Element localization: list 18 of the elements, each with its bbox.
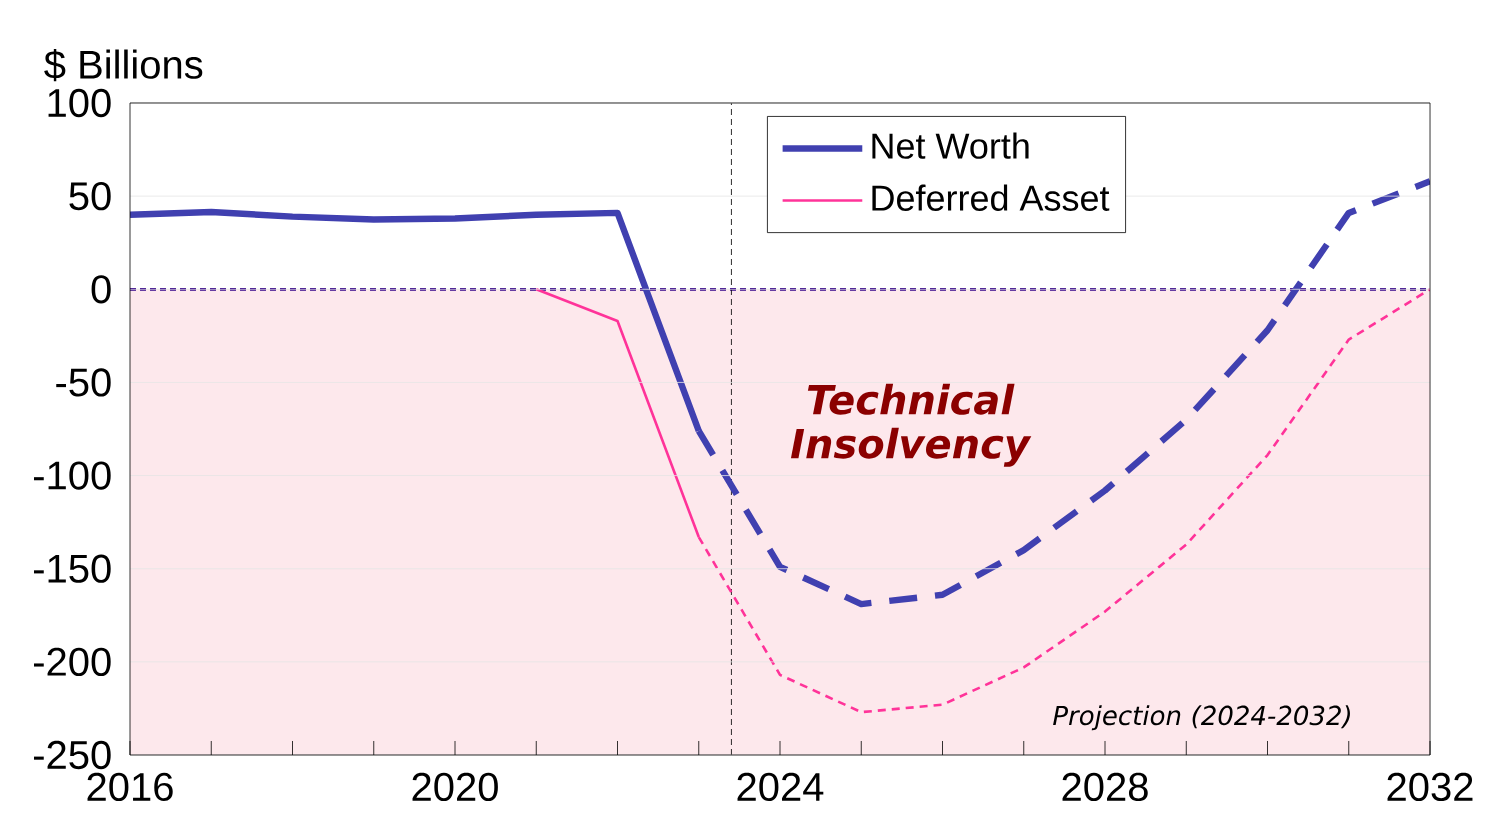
x-tick-label: 2020 xyxy=(412,772,498,802)
legend-label: Net Worth xyxy=(872,132,1029,159)
annotation: Technical Insolvency xyxy=(790,383,1032,467)
y-tick-label: -100 xyxy=(34,461,111,490)
y-tick-label: -50 xyxy=(56,368,111,397)
legend-label: Deferred Asset xyxy=(872,184,1110,211)
x-tick-label: 2016 xyxy=(87,772,173,802)
annotation: Projection (2024-2032) xyxy=(1053,705,1350,731)
y-axis-title: $ Billions xyxy=(44,48,203,82)
x-tick-label: 2024 xyxy=(737,772,824,802)
y-tick-label: 0 xyxy=(91,275,111,304)
y-tick-label: -200 xyxy=(34,647,111,676)
y-tick-label: -150 xyxy=(34,554,111,583)
x-tick-label: 2032 xyxy=(1387,772,1473,802)
x-tick-label: 2028 xyxy=(1062,772,1148,802)
y-tick-label: 50 xyxy=(69,181,111,211)
y-tick-label: 100 xyxy=(48,88,111,118)
y-tick-label: -250 xyxy=(34,740,111,770)
